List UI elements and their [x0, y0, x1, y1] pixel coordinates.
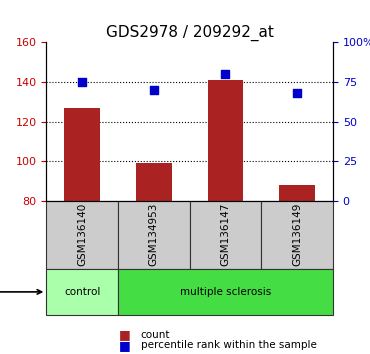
Text: GSM136149: GSM136149 — [292, 203, 302, 266]
Point — [222, 71, 228, 77]
Title: GDS2978 / 209292_at: GDS2978 / 209292_at — [106, 25, 273, 41]
FancyBboxPatch shape — [190, 201, 261, 269]
Text: multiple sclerosis: multiple sclerosis — [180, 287, 271, 297]
Text: ■: ■ — [118, 328, 130, 341]
FancyBboxPatch shape — [261, 201, 333, 269]
FancyBboxPatch shape — [46, 269, 118, 315]
Bar — [208, 80, 243, 201]
Text: GSM134953: GSM134953 — [149, 203, 159, 266]
Text: count: count — [141, 330, 170, 339]
Text: percentile rank within the sample: percentile rank within the sample — [141, 340, 316, 350]
Bar — [136, 163, 172, 201]
Text: control: control — [64, 287, 100, 297]
Point — [79, 79, 85, 85]
FancyBboxPatch shape — [118, 269, 333, 315]
Bar — [279, 185, 315, 201]
FancyBboxPatch shape — [118, 201, 190, 269]
Point — [294, 90, 300, 96]
Text: ■: ■ — [118, 339, 130, 352]
Text: disease state: disease state — [0, 287, 41, 297]
Text: GSM136140: GSM136140 — [77, 203, 87, 266]
Point — [151, 87, 157, 93]
Text: GSM136147: GSM136147 — [221, 203, 231, 266]
Bar — [64, 108, 100, 201]
FancyBboxPatch shape — [46, 201, 118, 269]
